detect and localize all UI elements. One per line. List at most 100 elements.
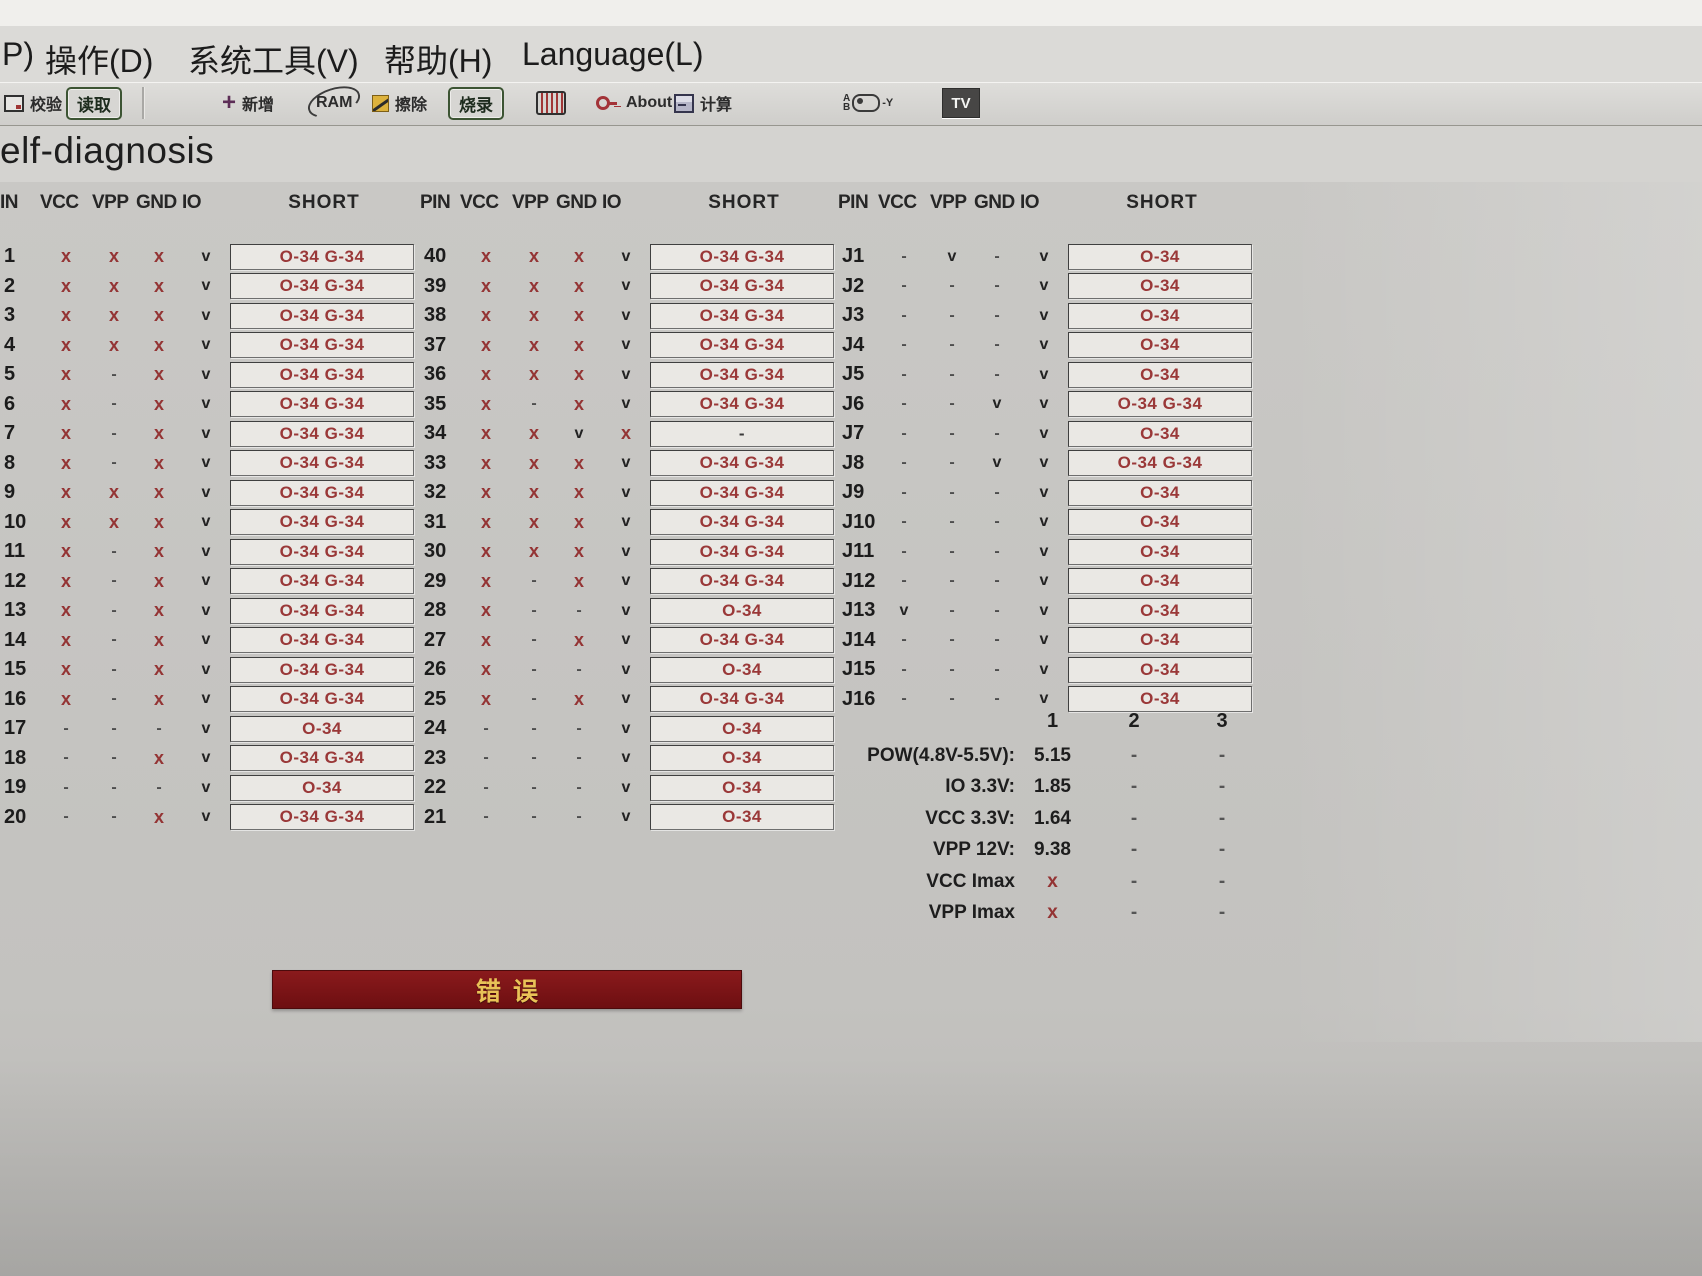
col-header: IO: [1020, 192, 1040, 213]
pin-row: 26 x - - v O-34: [420, 655, 838, 685]
short-field[interactable]: O-34 G-34: [650, 686, 834, 713]
pin-row: 19 - - - v O-34: [0, 773, 418, 803]
short-field[interactable]: O-34 G-34: [230, 568, 414, 595]
short-field[interactable]: O-34 G-34: [650, 450, 834, 477]
short-field[interactable]: O-34 G-34: [1068, 450, 1252, 477]
read-button[interactable]: 读取: [66, 83, 122, 123]
short-field[interactable]: O-34 G-34: [650, 627, 834, 654]
short-field[interactable]: O-34 G-34: [650, 538, 834, 565]
short-field[interactable]: O-34: [1068, 273, 1252, 300]
short-field[interactable]: O-34 G-34: [230, 361, 414, 388]
short-field[interactable]: O-34: [230, 774, 414, 801]
gnd-mark: -: [576, 601, 582, 619]
short-field[interactable]: O-34 G-34: [650, 243, 834, 270]
io-mark: v: [1039, 601, 1049, 619]
vcc-mark: x: [60, 393, 71, 414]
short-field[interactable]: O-34: [1068, 361, 1252, 388]
gnd-mark: -: [994, 247, 1000, 265]
short-field[interactable]: O-34 G-34: [230, 627, 414, 654]
short-value: O-34: [1140, 364, 1180, 384]
ab-convert-button[interactable]: A B -Y: [843, 83, 893, 123]
short-field[interactable]: O-34 G-34: [230, 391, 414, 418]
vcc-mark: x: [480, 452, 491, 473]
about-button[interactable]: About: [596, 83, 672, 123]
short-field[interactable]: O-34 G-34: [230, 273, 414, 300]
pin-label: 10: [4, 510, 27, 533]
short-field[interactable]: O-34 G-34: [650, 479, 834, 506]
short-field[interactable]: O-34: [1068, 627, 1252, 654]
short-field[interactable]: O-34: [1068, 420, 1252, 447]
short-field[interactable]: O-34 G-34: [230, 243, 414, 270]
short-field[interactable]: O-34 G-34: [230, 597, 414, 624]
ram-button[interactable]: RAM: [312, 83, 356, 123]
short-field[interactable]: O-34 G-34: [1068, 391, 1252, 418]
vpp-mark: -: [949, 542, 955, 560]
short-field[interactable]: O-34 G-34: [650, 568, 834, 595]
power-label: VCC 3.3V:: [925, 807, 1015, 829]
pin-label: J8: [842, 451, 865, 474]
menu-item-cutoff[interactable]: P): [2, 36, 34, 72]
short-field[interactable]: O-34: [650, 745, 834, 772]
vpp-mark: x: [528, 423, 539, 444]
short-field[interactable]: O-34: [1068, 686, 1252, 713]
short-field[interactable]: O-34: [1068, 509, 1252, 536]
add-button[interactable]: + 新增: [222, 83, 274, 123]
short-field[interactable]: O-34: [230, 715, 414, 742]
short-field[interactable]: O-34 G-34: [230, 420, 414, 447]
short-field[interactable]: O-34 G-34: [650, 391, 834, 418]
short-field[interactable]: O-34 G-34: [650, 332, 834, 359]
gnd-mark: -: [994, 277, 1000, 295]
short-field[interactable]: O-34: [1068, 302, 1252, 329]
erase-button[interactable]: 擦除: [372, 83, 427, 123]
vpp-mark: -: [111, 808, 117, 826]
burn-button[interactable]: 烧录: [448, 83, 504, 123]
short-field[interactable]: O-34: [1068, 597, 1252, 624]
short-field[interactable]: O-34 G-34: [230, 804, 414, 831]
short-field[interactable]: O-34: [1068, 568, 1252, 595]
verify-button[interactable]: 校验: [4, 83, 62, 123]
menu-item-operate[interactable]: 操作(D): [45, 43, 154, 79]
io-mark: v: [201, 660, 211, 678]
vcc-mark: -: [901, 395, 907, 413]
short-field[interactable]: O-34: [650, 774, 834, 801]
short-field[interactable]: O-34 G-34: [230, 745, 414, 772]
short-field[interactable]: O-34: [1068, 656, 1252, 683]
vpp-mark: -: [531, 660, 537, 678]
vpp-mark: -: [111, 454, 117, 472]
short-field[interactable]: O-34 G-34: [230, 509, 414, 536]
short-field[interactable]: O-34: [1068, 332, 1252, 359]
short-field[interactable]: O-34 G-34: [650, 509, 834, 536]
short-field[interactable]: O-34: [1068, 479, 1252, 506]
power-readings: 1 2 3 POW(4.8V-5.5V): 5.15- - IO 3.3V: 1.85- - VC…: [840, 702, 1280, 929]
short-field[interactable]: O-34: [1068, 243, 1252, 270]
menu-item-tools[interactable]: 系统工具(V): [188, 43, 359, 79]
pin-label: 28: [424, 599, 447, 622]
tv-button[interactable]: TV: [942, 83, 980, 123]
io-mark: v: [201, 424, 211, 442]
short-field[interactable]: O-34 G-34: [230, 332, 414, 359]
vcc-mark: -: [901, 424, 907, 442]
short-field[interactable]: O-34 G-34: [230, 450, 414, 477]
vcc-mark: x: [480, 659, 491, 680]
io-mark: v: [201, 277, 211, 295]
vpp-mark: x: [528, 541, 539, 562]
short-field[interactable]: O-34: [650, 804, 834, 831]
short-field[interactable]: -: [650, 420, 834, 447]
short-field[interactable]: O-34: [650, 656, 834, 683]
short-field[interactable]: O-34 G-34: [650, 302, 834, 329]
vcc-mark: x: [60, 482, 71, 503]
menu-item-help[interactable]: 帮助(H): [384, 43, 493, 79]
short-field[interactable]: O-34 G-34: [230, 656, 414, 683]
short-field[interactable]: O-34 G-34: [230, 538, 414, 565]
short-field[interactable]: O-34 G-34: [230, 302, 414, 329]
short-field[interactable]: O-34 G-34: [650, 361, 834, 388]
short-field[interactable]: O-34 G-34: [650, 273, 834, 300]
short-field[interactable]: O-34 G-34: [230, 686, 414, 713]
short-field[interactable]: O-34: [650, 715, 834, 742]
menu-item-language[interactable]: Language(L): [522, 36, 704, 72]
short-field[interactable]: O-34 G-34: [230, 479, 414, 506]
short-field[interactable]: O-34: [650, 597, 834, 624]
calc-button[interactable]: 计算: [674, 83, 732, 123]
chip-button[interactable]: [536, 83, 566, 123]
short-field[interactable]: O-34: [1068, 538, 1252, 565]
